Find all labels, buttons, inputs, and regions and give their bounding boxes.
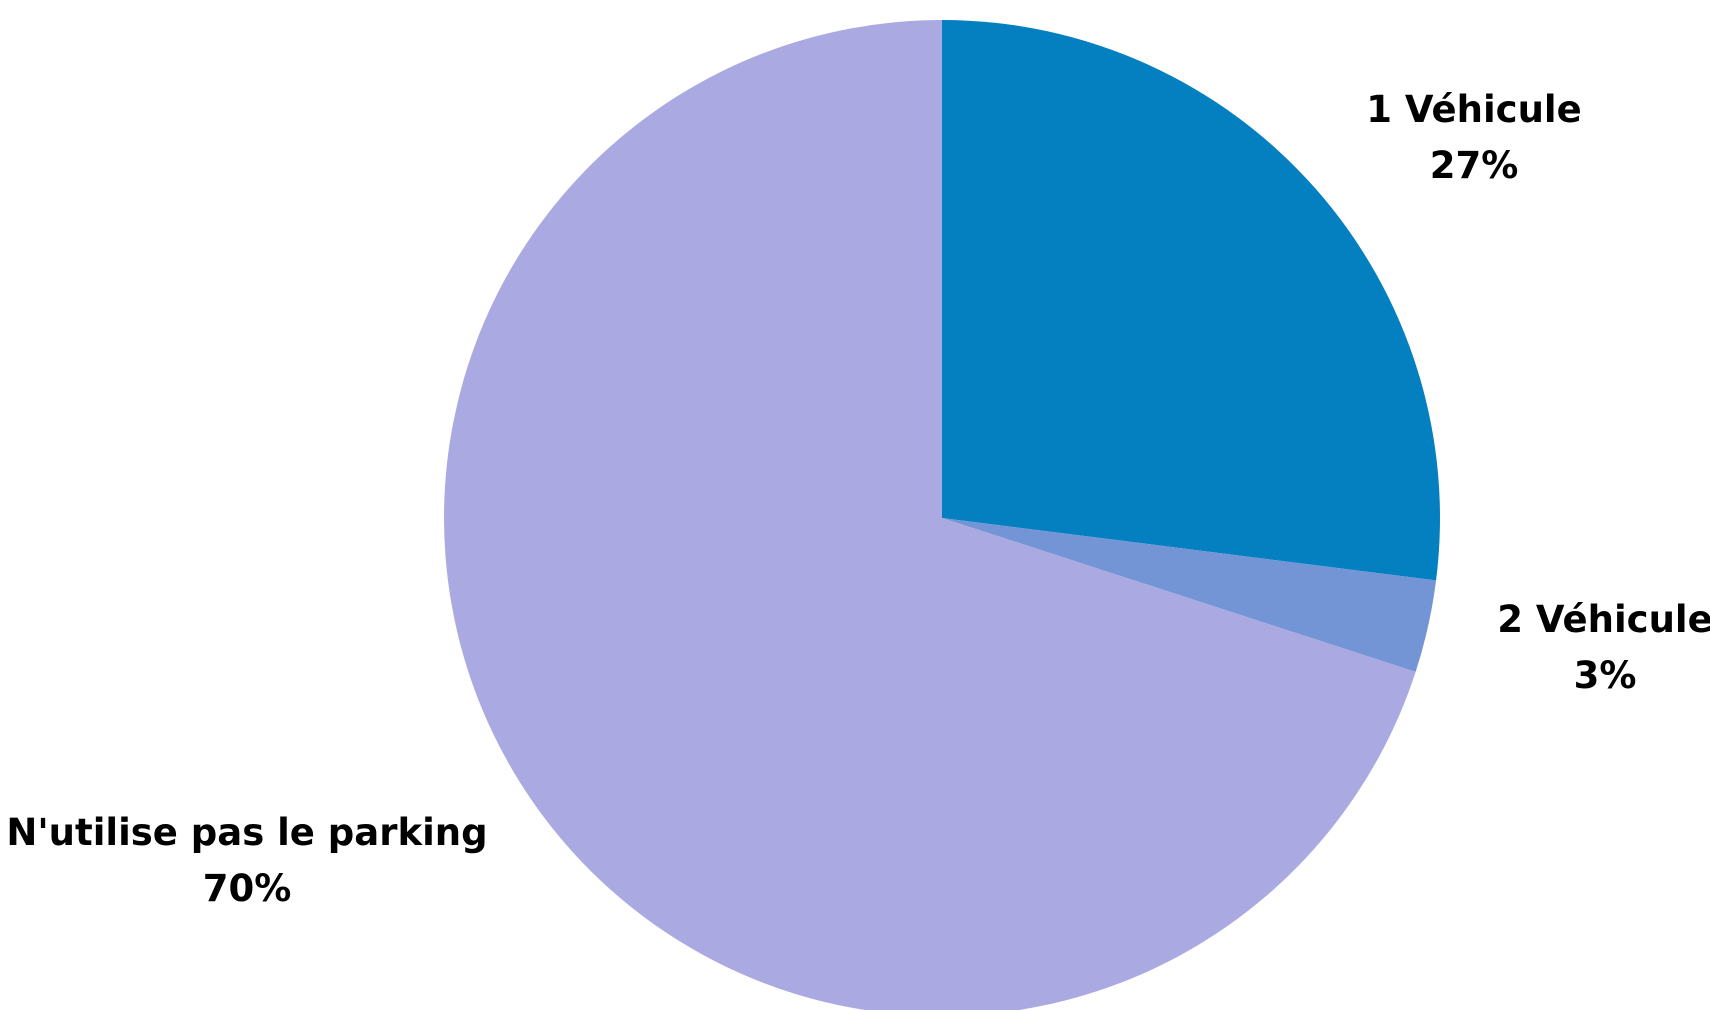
slice-value-label-3: 70% [203, 867, 292, 910]
slice-label-3: N'utilise pas le parking [6, 811, 487, 854]
slice-label-2: 2 Véhicule [1497, 598, 1710, 641]
pie-labels: 1 Véhicule 27% 2 Véhicule 3% N'utilise pas l… [6, 88, 1710, 910]
pie-slice-2 [942, 518, 1437, 672]
slice-value-label-1: 27% [1430, 144, 1519, 187]
slice-label-1: 1 Véhicule [1366, 88, 1581, 131]
slice-value-label-2: 3% [1574, 654, 1637, 697]
pie-slice-1 [942, 20, 1440, 581]
pie-slice-3 [444, 20, 1416, 1010]
pie-slices [444, 20, 1440, 1010]
